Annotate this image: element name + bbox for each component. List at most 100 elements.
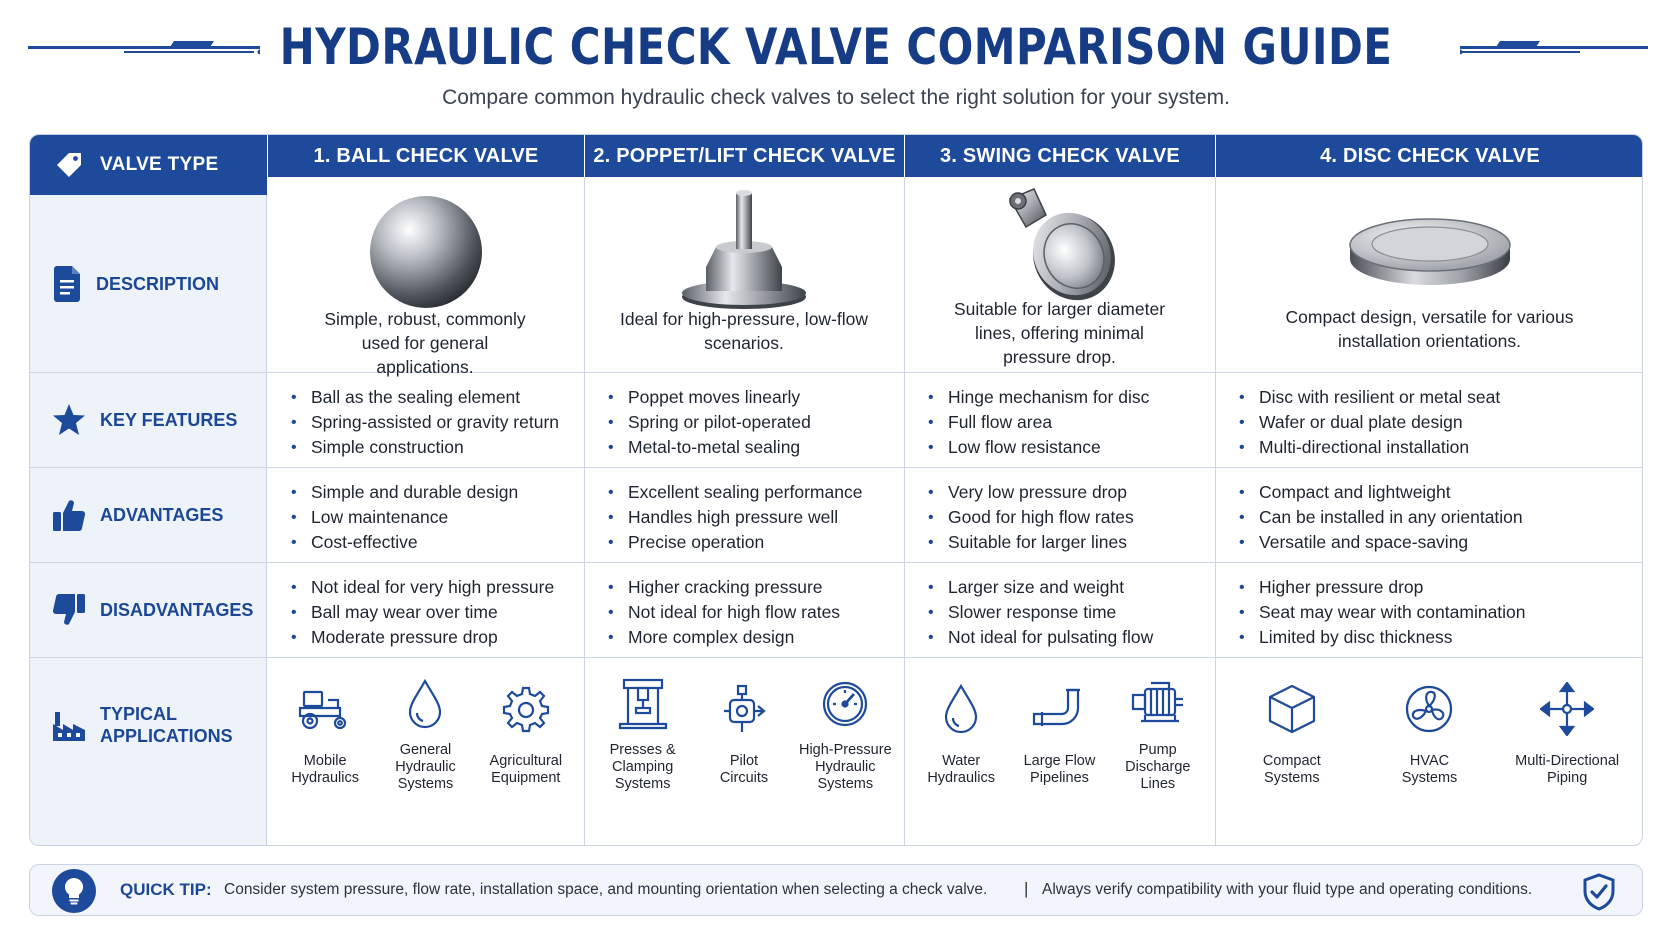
swing-disadvantages: Larger size and weight Slower response t… — [926, 575, 1634, 650]
ball-description-cell: Simple, robust, commonly used for genera… — [267, 177, 584, 377]
application-item: Pilot Circuits — [694, 657, 794, 793]
list-item: Simple construction — [289, 435, 1634, 460]
application-item: Compact Systems — [1224, 657, 1360, 793]
disc-valve-illustration — [1348, 218, 1511, 285]
list-item: Moderate pressure drop — [289, 625, 1634, 650]
column-header-ball: 1. BALL CHECK VALVE — [267, 135, 584, 177]
application-item: Presses & Clamping Systems — [593, 657, 693, 793]
disc-applications: Compact Systems HVAC Systems — [1215, 657, 1642, 793]
list-item: Good for high flow rates — [926, 505, 1634, 530]
right-header-decoration — [1460, 41, 1648, 55]
page-title: HYDRAULIC CHECK VALVE COMPARISON GUIDE — [279, 18, 1393, 76]
list-item: Limited by disc thickness — [1237, 625, 1634, 650]
list-item: Compact and lightweight — [1237, 480, 1634, 505]
application-label: HVAC Systems — [1401, 753, 1458, 786]
press-icon — [618, 678, 667, 729]
swing-applications: Water Hydraulics Large Flow Pipelines — [904, 657, 1215, 793]
list-item: Suitable for larger lines — [926, 530, 1634, 555]
ball-description: Simple, robust, commonly used for genera… — [324, 309, 526, 377]
swing-description: Suitable for larger diameter lines, offe… — [953, 299, 1166, 367]
list-item: Versatile and space-saving — [1237, 530, 1634, 555]
swing-valve-illustration — [1008, 188, 1115, 301]
disc-advantages: Compact and lightweight Can be installed… — [1237, 480, 1634, 555]
list-item: Metal-to-metal sealing — [606, 435, 1634, 460]
fan-icon — [1406, 685, 1453, 733]
disadvantages-row-label: DISADVANTAGES — [30, 562, 267, 657]
swing-key-features: Hinge mechanism for disc Full flow area … — [926, 385, 1634, 460]
application-label: High-Pressure Hydraulic Systems — [798, 742, 892, 792]
document-icon — [54, 265, 80, 302]
list-item: Larger size and weight — [926, 575, 1634, 600]
quick-tip-text-secondary: Always verify compatibility with your fl… — [1042, 881, 1533, 898]
row-label-column: VALVE TYPE DESCRIPTION KEY FEATURES — [30, 135, 267, 845]
advantages-row-label: ADVANTAGES — [30, 467, 267, 562]
page-subtitle: Compare common hydraulic check valves to… — [442, 86, 1230, 109]
water-drop-icon — [945, 684, 978, 734]
lightbulb-icon — [52, 869, 96, 913]
pilot-valve-icon — [723, 684, 766, 732]
application-item: Mobile Hydraulics — [276, 657, 375, 793]
pump-icon — [1131, 681, 1183, 722]
list-item: Spring or pilot-operated — [606, 410, 1634, 435]
list-item: Simple and durable design — [289, 480, 1634, 505]
disc-description-cell: Compact design, versatile for various in… — [1215, 177, 1642, 372]
disc-disadvantages: Higher pressure drop Seat may wear with … — [1237, 575, 1634, 650]
list-item: Seat may wear with contamination — [1237, 600, 1634, 625]
application-label: Multi-Directional Piping — [1515, 753, 1620, 786]
column-header-swing: 3. SWING CHECK VALVE — [904, 135, 1215, 177]
list-item: Multi-directional installation — [1237, 435, 1634, 460]
poppet-description: Ideal for high-pressure, low-flow scenar… — [619, 309, 869, 353]
application-label: Water Hydraulics — [927, 753, 995, 786]
application-item: Multi-Directional Piping — [1499, 657, 1635, 793]
quick-tip-label: QUICK TIP: — [120, 880, 212, 899]
application-label: Large Flow Pipelines — [1023, 753, 1096, 786]
application-label: General Hydraulic Systems — [395, 742, 456, 792]
list-item: Low flow resistance — [926, 435, 1634, 460]
column-header-disc: 4. DISC CHECK VALVE — [1215, 135, 1642, 177]
quick-tip-bar: QUICK TIP: Consider system pressure, flo… — [29, 864, 1643, 916]
list-item: Not ideal for pulsating flow — [926, 625, 1634, 650]
poppet-disadvantages: Higher cracking pressure Not ideal for h… — [606, 575, 1634, 650]
description-row-label: DESCRIPTION — [30, 195, 267, 372]
left-header-decoration — [28, 41, 260, 55]
list-item: Low maintenance — [289, 505, 1634, 530]
arrows-icon — [1540, 682, 1595, 736]
poppet-key-features: Poppet moves linearly Spring or pilot-op… — [606, 385, 1634, 460]
application-label: Mobile Hydraulics — [291, 753, 359, 786]
ball-key-features: Ball as the sealing element Spring-assis… — [289, 385, 1634, 460]
list-item: Full flow area — [926, 410, 1634, 435]
ball-advantages: Simple and durable design Low maintenanc… — [289, 480, 1634, 555]
gauge-icon — [823, 681, 868, 726]
shield-check-icon — [1583, 873, 1615, 911]
quick-tip-separator: | — [1024, 879, 1029, 898]
swing-description-cell: Suitable for larger diameter lines, offe… — [904, 177, 1215, 372]
application-item: Agricultural Equipment — [476, 657, 575, 793]
list-item: Disc with resilient or metal seat — [1237, 385, 1634, 410]
swing-advantages: Very low pressure drop Good for high flo… — [926, 480, 1634, 555]
list-item: Higher pressure drop — [1237, 575, 1634, 600]
cube-icon — [1268, 684, 1315, 734]
list-item: Slower response time — [926, 600, 1634, 625]
poppet-applications: Presses & Clamping Systems Pilot Circuit… — [584, 657, 904, 793]
key-features-row-label: KEY FEATURES — [30, 372, 267, 467]
column-header-poppet: 2. POPPET/LIFT CHECK VALVE — [584, 135, 904, 177]
application-item: HVAC Systems — [1361, 657, 1497, 793]
tractor-icon — [299, 690, 347, 730]
ball-applications: Mobile Hydraulics General Hydraulic Syst… — [267, 657, 584, 793]
list-item: Handles high pressure well — [606, 505, 1634, 530]
valve-type-label: VALVE TYPE — [100, 154, 219, 175]
application-item: Large Flow Pipelines — [1011, 657, 1108, 793]
list-item: Ball may wear over time — [289, 600, 1634, 625]
tag-icon — [57, 153, 81, 177]
ball-valve-illustration — [369, 196, 482, 308]
list-item: Poppet moves linearly — [606, 385, 1634, 410]
application-label: Pump Discharge Lines — [1125, 742, 1191, 792]
list-item: Higher cracking pressure — [606, 575, 1634, 600]
pipeline-icon — [1033, 688, 1081, 726]
list-item: Not ideal for very high pressure — [289, 575, 1634, 600]
list-item: Spring-assisted or gravity return — [289, 410, 1634, 435]
gear-icon — [502, 686, 549, 733]
application-label: Presses & Clamping Systems — [609, 742, 676, 792]
application-item: General Hydraulic Systems — [376, 657, 475, 793]
list-item: Precise operation — [606, 530, 1634, 555]
